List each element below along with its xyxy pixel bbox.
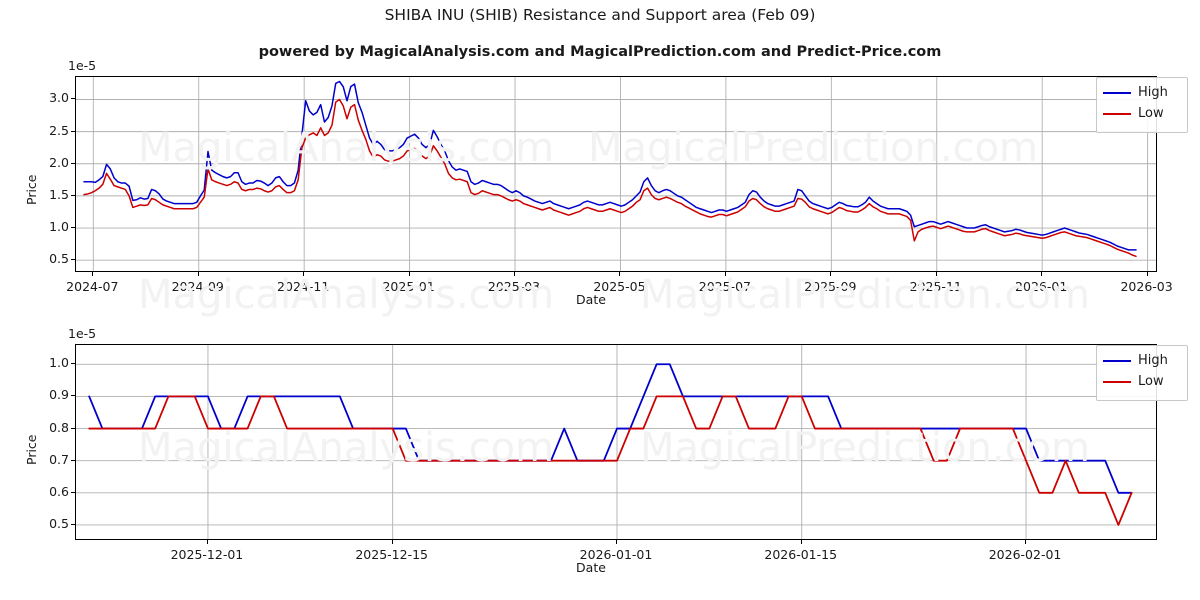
bottom-plot-area — [75, 344, 1157, 540]
top-xtick-label: 2026-01 — [1015, 279, 1068, 294]
bottom-ytick-label: 0.6 — [49, 483, 69, 499]
top-xtick-mark — [619, 272, 621, 276]
top-xtick-label: 2025-07 — [698, 279, 751, 294]
bottom-xtick-mark — [391, 540, 393, 544]
top-xtick-mark — [408, 272, 410, 276]
top-xtick-mark — [514, 272, 516, 276]
top-ytick-mark — [71, 130, 75, 132]
top-xtick-mark — [303, 272, 305, 276]
top-xtick-label: 2024-07 — [66, 279, 119, 294]
top-legend: High Low — [1096, 77, 1188, 133]
bottom-ytick-mark — [71, 363, 75, 365]
top-xtick-label: 2026-03 — [1120, 279, 1173, 294]
bottom-ytick-mark — [71, 395, 75, 397]
detail-recent-panel: 1e-5 Price 0.5 0.6 0.7 0.8 0.9 1.0 2025-12-01 2… — [0, 310, 1200, 600]
legend-line-low-icon — [1103, 112, 1131, 115]
bottom-ytick-mark — [71, 523, 75, 525]
top-xtick-mark — [935, 272, 937, 276]
legend-label-low: Low — [1138, 106, 1164, 121]
bottom-ytick-mark — [71, 427, 75, 429]
top-xtick-label: 2024-09 — [171, 279, 224, 294]
legend-row-low: Low — [1103, 371, 1181, 392]
top-xtick-mark — [92, 272, 94, 276]
bottom-ytick-mark — [71, 491, 75, 493]
top-ytick-mark — [71, 227, 75, 229]
legend-label-low: Low — [1138, 374, 1164, 389]
top-xtick-label: 2025-01 — [382, 279, 435, 294]
top-xtick-mark — [1146, 272, 1148, 276]
bottom-xtick-label: 2025-12-01 — [170, 547, 244, 562]
top-xtick-label: 2024-11 — [277, 279, 330, 294]
bottom-ytick-label: 0.8 — [49, 419, 69, 435]
legend-line-high-icon — [1103, 91, 1131, 94]
bottom-xtick-mark — [616, 540, 617, 544]
top-ytick-label: 2.5 — [49, 122, 69, 138]
bottom-ytick-label: 0.9 — [49, 387, 69, 403]
page-title: SHIBA INU (SHIB) Resistance and Support … — [384, 6, 816, 24]
top-ytick-mark — [71, 194, 75, 196]
top-xtick-mark — [830, 272, 832, 276]
legend-line-high-icon — [1103, 359, 1131, 362]
top-ytick-label: 3.0 — [49, 90, 69, 106]
top-xtick-label: 2025-11 — [909, 279, 962, 294]
bottom-ytick-label: 0.5 — [49, 515, 69, 531]
bottom-ytick-mark — [71, 459, 75, 461]
top-xtick-label: 2025-05 — [593, 279, 646, 294]
top-ytick-mark — [71, 259, 75, 261]
top-y-offset-text: 1e-5 — [68, 58, 97, 73]
bottom-xtick-label: 2025-12-15 — [355, 547, 428, 562]
top-ytick-mark — [71, 98, 75, 100]
page-subtitle: powered by MagicalAnalysis.com and Magic… — [258, 44, 942, 60]
top-xtick-mark — [724, 272, 726, 276]
bottom-xtick-mark — [800, 540, 802, 544]
legend-label-high: High — [1138, 353, 1168, 368]
bottom-y-offset-text: 1e-5 — [68, 326, 97, 341]
top-plot-area — [75, 76, 1157, 272]
top-ytick-label: 1.5 — [49, 186, 69, 202]
legend-label-high: High — [1138, 85, 1168, 100]
top-ytick-label: 2.0 — [49, 154, 69, 170]
top-ytick-mark — [71, 162, 75, 164]
top-x-axis-label: Date — [576, 292, 606, 307]
top-xtick-label: 2025-03 — [487, 279, 541, 294]
bottom-x-axis-label: Date — [576, 560, 606, 575]
bottom-xtick-label: 2026-01-15 — [764, 547, 838, 562]
top-ytick-label: 0.5 — [49, 251, 69, 267]
bottom-ytick-label: 1.0 — [49, 355, 69, 371]
main-history-panel: 1e-5 Price 0.5 1.0 1.5 2.0 2.5 3.0 2024-07 2024… — [24, 58, 1188, 307]
bottom-xtick-label: 2026-02-01 — [988, 547, 1062, 562]
legend-row-high: High — [1103, 350, 1181, 371]
top-xtick-label: 2025-09 — [804, 279, 857, 294]
bottom-ytick-label: 0.7 — [49, 451, 69, 467]
legend-line-low-icon — [1103, 380, 1131, 383]
bottom-legend: High Low — [1096, 345, 1188, 401]
bottom-xtick-mark — [1025, 540, 1027, 544]
top-xtick-mark — [1041, 272, 1043, 276]
top-ytick-label: 1.0 — [49, 219, 69, 235]
bottom-xtick-mark — [206, 540, 208, 544]
bottom-xtick-label: 2026-01-01 — [579, 547, 653, 562]
legend-row-low: Low — [1103, 103, 1181, 124]
top-xtick-mark — [197, 272, 199, 276]
legend-row-high: High — [1103, 82, 1181, 103]
